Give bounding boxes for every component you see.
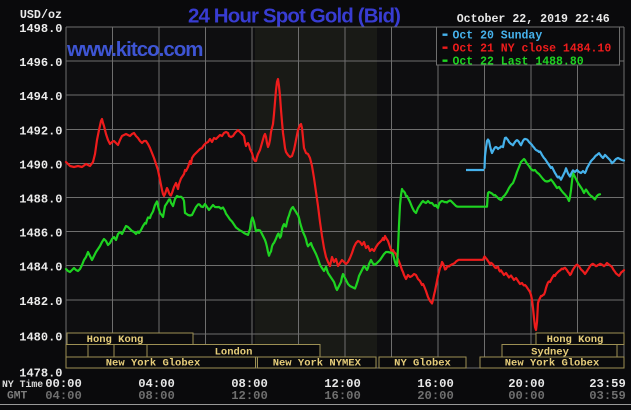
svg-text:20:00: 20:00 — [417, 389, 454, 403]
svg-text:1498.0: 1498.0 — [19, 22, 62, 36]
svg-text:Hong Kong: Hong Kong — [87, 334, 144, 346]
svg-text:Oct 22 Last 1488.80: Oct 22 Last 1488.80 — [453, 55, 584, 68]
svg-text:04:00: 04:00 — [138, 377, 175, 391]
svg-text:1478.0: 1478.0 — [19, 367, 62, 381]
svg-text:London: London — [215, 347, 253, 359]
svg-text:16:00: 16:00 — [417, 377, 454, 391]
svg-text:GMT: GMT — [7, 391, 28, 403]
svg-text:USD/oz: USD/oz — [20, 8, 62, 22]
svg-text:NY Globex: NY Globex — [394, 358, 451, 370]
svg-text:Oct 20 Sunday: Oct 20 Sunday — [453, 29, 543, 42]
svg-text:08:00: 08:00 — [231, 377, 268, 391]
svg-text:New York Globex: New York Globex — [505, 358, 600, 370]
svg-text:08:00: 08:00 — [138, 389, 175, 403]
svg-text:20:00: 20:00 — [508, 377, 545, 391]
svg-text:1480.0: 1480.0 — [19, 330, 62, 344]
svg-text:1484.0: 1484.0 — [19, 261, 62, 275]
svg-text:New York NYMEX: New York NYMEX — [273, 358, 362, 370]
svg-text:New York Globex: New York Globex — [106, 358, 201, 370]
svg-text:1490.0: 1490.0 — [19, 158, 62, 172]
svg-text:1492.0: 1492.0 — [19, 124, 62, 138]
svg-text:Oct 21 NY close 1484.10: Oct 21 NY close 1484.10 — [453, 42, 612, 55]
svg-text:12:00: 12:00 — [231, 389, 268, 403]
svg-text:04:00: 04:00 — [45, 389, 82, 403]
svg-text:00:00: 00:00 — [508, 389, 545, 403]
svg-text:www.kitco.com: www.kitco.com — [66, 38, 202, 61]
svg-text:16:00: 16:00 — [324, 389, 361, 403]
svg-text:24 Hour Spot Gold (Bid): 24 Hour Spot Gold (Bid) — [188, 5, 400, 28]
svg-text:1488.0: 1488.0 — [19, 193, 62, 207]
svg-text:NY Time: NY Time — [2, 379, 43, 390]
svg-text:23:59: 23:59 — [589, 377, 626, 391]
svg-text:1496.0: 1496.0 — [19, 56, 62, 70]
svg-text:October 22, 2019 22:46: October 22, 2019 22:46 — [457, 13, 610, 26]
svg-text:00:00: 00:00 — [45, 377, 82, 391]
svg-text:1486.0: 1486.0 — [19, 227, 62, 241]
svg-text:1494.0: 1494.0 — [19, 90, 62, 104]
svg-text:12:00: 12:00 — [324, 377, 361, 391]
svg-text:03:59: 03:59 — [589, 389, 626, 403]
svg-text:1482.0: 1482.0 — [19, 295, 62, 309]
svg-text:Hong Kong: Hong Kong — [547, 334, 604, 346]
svg-text:Sydney: Sydney — [531, 347, 570, 359]
